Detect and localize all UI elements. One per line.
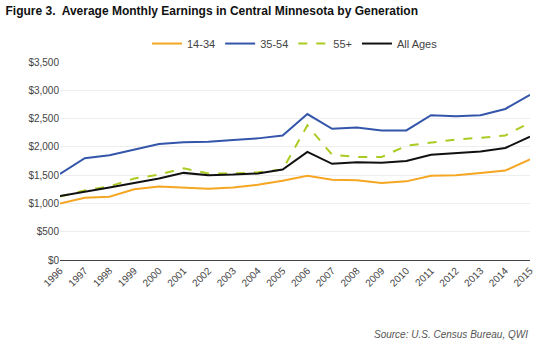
svg-text:1996: 1996 <box>41 265 65 289</box>
svg-text:35-54: 35-54 <box>260 38 288 50</box>
svg-text:$3,500: $3,500 <box>28 57 59 68</box>
svg-text:$3,000: $3,000 <box>28 85 59 96</box>
svg-text:Source: U.S. Census Bureau, QW: Source: U.S. Census Bureau, QWI <box>374 329 528 340</box>
svg-text:1999: 1999 <box>116 265 140 289</box>
svg-text:$2,000: $2,000 <box>28 141 59 152</box>
svg-text:All Ages: All Ages <box>397 38 437 50</box>
svg-text:2015: 2015 <box>511 265 535 289</box>
svg-text:2007: 2007 <box>314 265 338 289</box>
svg-text:$1,000: $1,000 <box>28 198 59 209</box>
svg-text:2002: 2002 <box>190 265 214 289</box>
svg-text:2012: 2012 <box>437 265 461 289</box>
svg-text:2011: 2011 <box>413 265 436 288</box>
svg-text:2013: 2013 <box>462 265 486 289</box>
svg-text:2010: 2010 <box>388 265 412 289</box>
svg-text:2000: 2000 <box>140 265 164 289</box>
svg-text:$0: $0 <box>48 255 60 266</box>
svg-text:1997: 1997 <box>66 265 90 289</box>
svg-text:2006: 2006 <box>289 265 313 289</box>
svg-text:2001: 2001 <box>165 265 189 289</box>
svg-text:2004: 2004 <box>239 265 263 289</box>
svg-text:1998: 1998 <box>91 265 115 289</box>
svg-text:$2,500: $2,500 <box>28 113 59 124</box>
svg-text:2008: 2008 <box>338 265 362 289</box>
svg-text:2003: 2003 <box>215 265 239 289</box>
svg-text:55+: 55+ <box>333 38 352 50</box>
svg-text:14-34: 14-34 <box>187 38 215 50</box>
svg-text:2009: 2009 <box>363 265 387 289</box>
svg-text:$500: $500 <box>37 226 60 237</box>
svg-text:$1,500: $1,500 <box>28 170 59 181</box>
svg-text:2005: 2005 <box>264 265 288 289</box>
svg-text:2014: 2014 <box>487 265 511 289</box>
svg-text:Figure 3. Average Monthly Ear: Figure 3. Average Monthly Earnings in Ce… <box>5 4 418 18</box>
